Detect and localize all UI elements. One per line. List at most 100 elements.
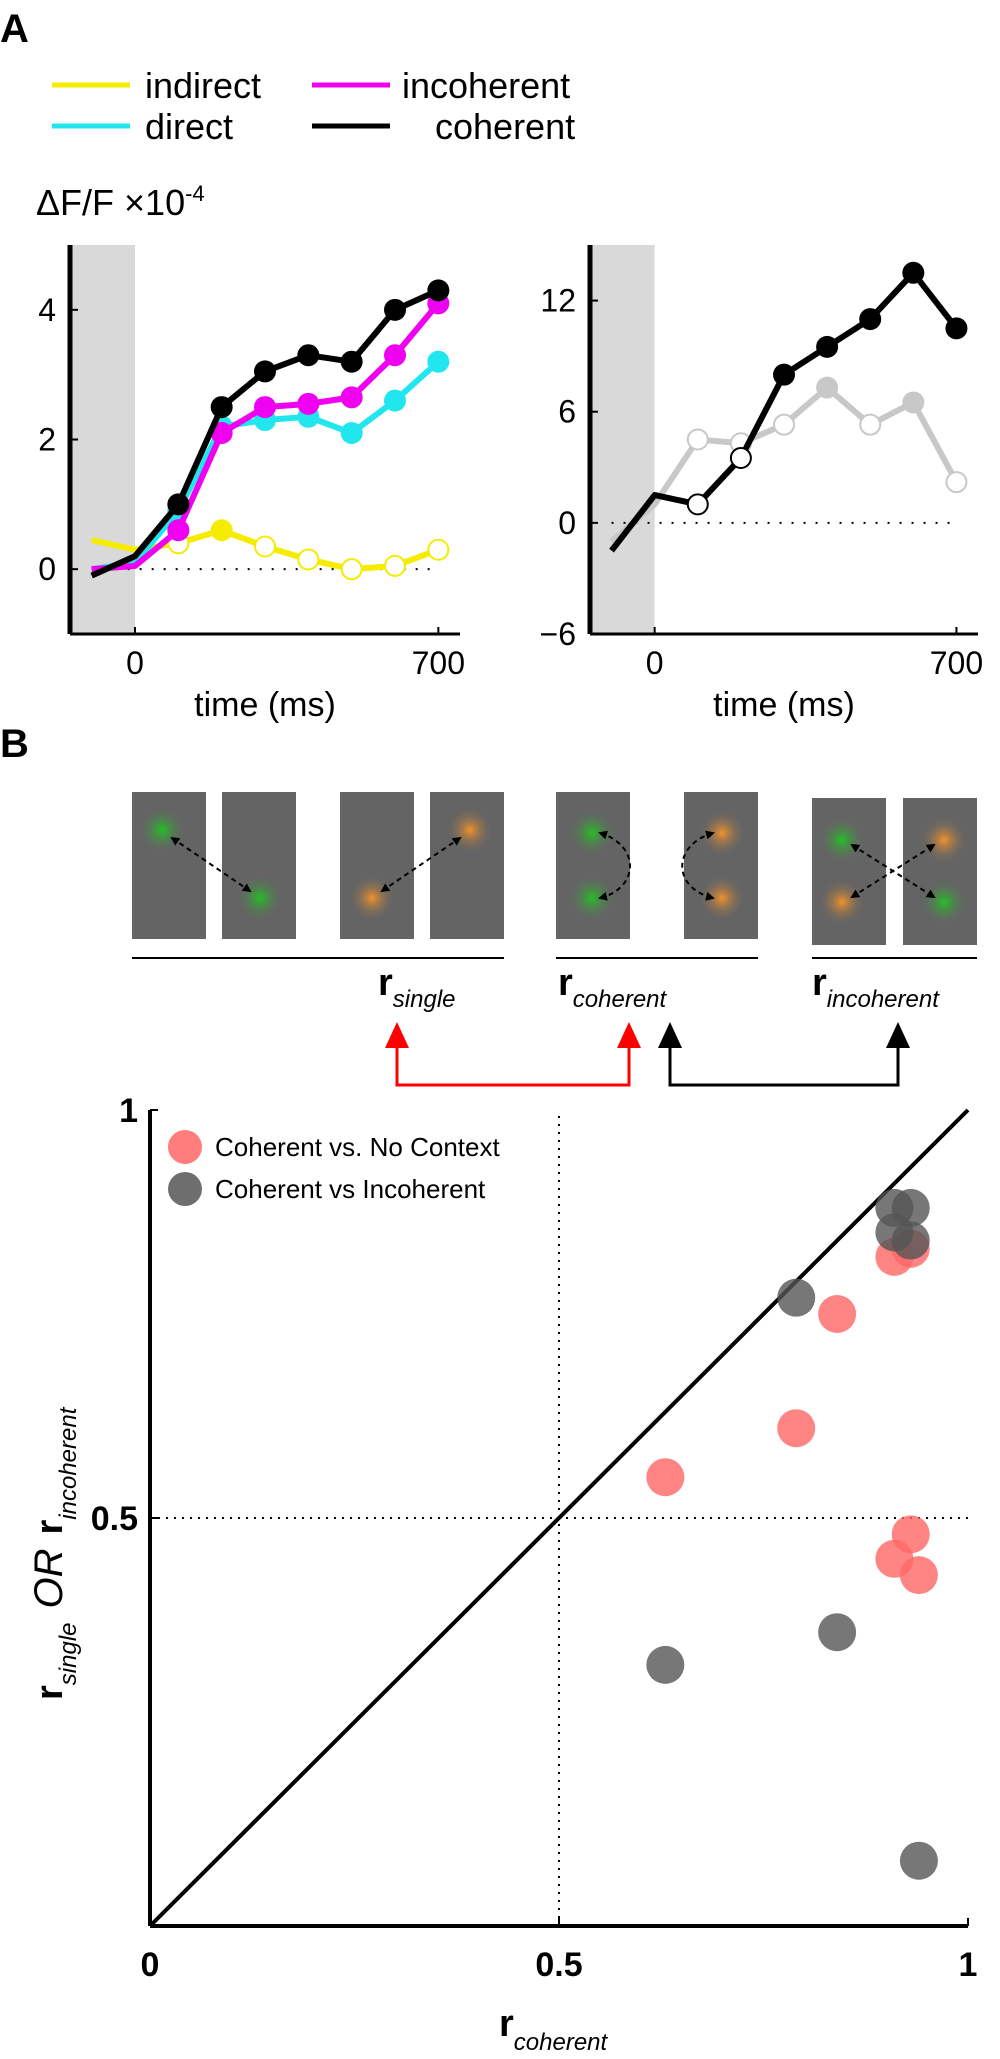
schematic-pair-2: [340, 792, 504, 939]
data-point-filled: [254, 360, 276, 383]
red-connector: [395, 1030, 631, 1087]
chart-a-right: −6 0 6 12 0 700 time (ms): [540, 245, 983, 724]
point-coherent-vs-no-context: [891, 1515, 930, 1554]
x-axis-label: time (ms): [194, 686, 336, 724]
r-single-label: rsingle: [378, 962, 456, 1013]
series-line: [90, 287, 440, 579]
data-point-filled: [254, 396, 276, 419]
x-axis-label: rcoherent: [499, 2003, 609, 2056]
y-tick-label: 2: [38, 422, 56, 458]
data-point-filled: [816, 376, 839, 399]
data-point-filled: [384, 389, 406, 412]
legend-marker: [168, 1172, 202, 1206]
y-unit-label: ΔF/F ×10-4: [36, 181, 205, 223]
orange-spot: [446, 806, 494, 854]
data-point-open: [773, 413, 795, 436]
x-tick-label: 0: [646, 645, 664, 681]
y-axis-label-main: r: [29, 1685, 71, 1700]
chart-a-left: 0 2 4 0 700 time (ms): [38, 245, 465, 724]
legend-label-coherent: coherent: [435, 106, 575, 147]
dashed-arrow: [170, 836, 252, 893]
data-point-open: [384, 554, 406, 577]
red-arrowhead: [617, 1022, 641, 1048]
data-point-filled: [167, 519, 190, 542]
point-coherent-vs-incoherent: [891, 1221, 930, 1260]
x-tick-label: 700: [412, 645, 465, 681]
dashed-arrow: [380, 836, 462, 893]
orange-spot: [348, 874, 396, 922]
data-point-filled: [384, 344, 406, 367]
y-axis-label-main-2: r: [29, 1519, 71, 1534]
black-connector: [668, 1030, 900, 1087]
data-point-filled: [902, 391, 925, 414]
panel-a-label: A: [0, 7, 29, 51]
legend-label-indirect: indirect: [145, 65, 261, 106]
black-arrowhead: [886, 1022, 910, 1048]
data-point-filled: [902, 261, 925, 284]
y-tick-label: 4: [38, 292, 56, 328]
x-tick-label: 0.5: [535, 1946, 582, 1984]
y-unit-main: ΔF/F ×10: [36, 182, 185, 223]
red-arrowhead: [385, 1022, 409, 1048]
x-axis-label-sub: coherent: [514, 2029, 609, 2056]
data-point-filled: [210, 422, 233, 445]
red-comparison-arrow: [385, 1022, 641, 1087]
r-incoherent-sub: incoherent: [827, 986, 940, 1013]
orange-spot: [698, 809, 746, 857]
black-comparison-arrow: [658, 1022, 910, 1087]
y-axis-label: rsingleORrincoherent: [27, 1406, 82, 1700]
data-point-open: [297, 548, 320, 571]
green-spot: [818, 816, 866, 864]
point-coherent-vs-no-context: [818, 1295, 857, 1333]
dashed-arrow: [850, 843, 936, 899]
green-spot: [236, 874, 284, 922]
point-coherent-vs-incoherent: [646, 1645, 685, 1684]
data-point-filled: [384, 298, 406, 321]
dashed-arc-arrow: [598, 830, 631, 901]
legend-a: indirect direct incoherent coherent: [52, 65, 575, 147]
data-point-filled: [210, 519, 233, 542]
data-point-filled: [859, 308, 882, 331]
green-spot: [920, 878, 968, 926]
series-line: [609, 269, 959, 553]
y-tick-label: 0: [558, 505, 576, 541]
panel-b-label: B: [0, 722, 29, 766]
data-point-filled: [210, 396, 233, 419]
orange-spot: [698, 874, 746, 922]
data-point-filled: [340, 386, 363, 409]
schematic-pair-1: [132, 792, 296, 939]
stimulus-shade: [70, 245, 135, 634]
y-tick-label: 12: [540, 283, 576, 319]
y-tick-label: −6: [540, 616, 576, 652]
y-axis-label-or: OR: [27, 1548, 71, 1608]
data-point-open: [945, 471, 968, 494]
point-coherent-vs-no-context: [899, 1556, 938, 1595]
black-arrowhead: [658, 1022, 682, 1048]
data-point-open: [254, 535, 276, 558]
data-point-open: [859, 413, 882, 436]
data-point-open: [427, 538, 450, 561]
r-coherent-label: rcoherent: [558, 962, 668, 1013]
data-point-filled: [427, 350, 450, 373]
y-axis-label-sub-incoherent: incoherent: [55, 1406, 82, 1519]
r-incoherent-main: r: [812, 962, 827, 1004]
series-line: [91, 301, 441, 573]
point-coherent-vs-no-context: [646, 1458, 685, 1497]
data-point-filled: [427, 279, 450, 302]
point-coherent-vs-incoherent: [899, 1841, 938, 1880]
data-point-filled: [167, 493, 190, 516]
r-single-main: r: [378, 962, 393, 1004]
y-unit-exponent: -4: [185, 181, 205, 206]
x-tick-label: 1: [959, 1946, 978, 1984]
point-coherent-vs-incoherent: [818, 1613, 857, 1652]
x-axis-label-main: r: [499, 2003, 514, 2045]
y-tick-label: 0: [38, 551, 56, 587]
data-point-open: [686, 493, 709, 516]
green-spot: [138, 806, 186, 854]
y-tick-label: 0.5: [91, 1500, 138, 1538]
data-point-open: [729, 447, 752, 470]
r-coherent-main: r: [558, 962, 573, 1004]
point-coherent-vs-incoherent: [777, 1278, 816, 1317]
data-point-open: [340, 558, 363, 581]
